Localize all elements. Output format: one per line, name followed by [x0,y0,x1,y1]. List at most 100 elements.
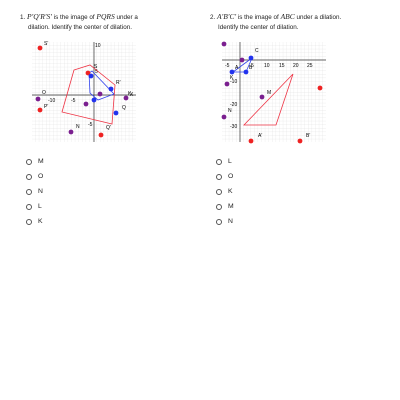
radio-button[interactable] [216,188,222,195]
choice-label: O [228,173,234,180]
preimage-polygon [88,70,115,101]
choice-option[interactable]: K [26,214,44,229]
point-p [91,97,97,103]
choice-option[interactable]: N [26,184,44,199]
question-1-graph: 10 5 -5 -10 -5 X S' R' S O P' K Q N Q' [32,41,136,142]
tick-label: -5 [225,63,230,69]
choice-option[interactable]: M [26,154,44,169]
point-label: A [235,65,239,71]
point [317,85,323,91]
radio-button[interactable] [216,158,222,165]
choice-option[interactable]: L [26,199,44,214]
choice-label: O [38,173,44,180]
point-label: C [255,48,259,54]
question-1-prompt: 1. P′Q′R′S′ is the image of PQRS under a… [20,12,205,33]
point-label: Q [122,105,126,111]
point-label: B' [306,133,310,139]
choice-label: M [38,158,44,165]
prompt-text: under a [116,14,138,21]
tick-label: 20 [293,63,299,69]
choice-option[interactable]: M [216,199,234,214]
point-c [248,55,254,61]
x-axis-label: X [130,92,134,98]
tick-label: -20 [230,102,237,108]
tick-label: 10 [264,63,270,69]
point-label: S [94,64,98,70]
radio-button[interactable] [216,203,222,210]
tick-label: 5 [251,63,254,69]
point-k [224,81,230,87]
choice-option[interactable]: O [216,169,234,184]
grid [222,42,326,142]
question-1-choices: M O N L K [26,154,44,229]
point-label: K [128,91,132,97]
point-label: B [249,65,253,71]
tick-label: -30 [230,124,237,130]
preimage-figure-name: ABC [280,12,295,21]
choice-label: K [228,188,233,195]
point-o [35,96,41,102]
point-r [108,86,114,92]
tick-label: -5 [71,98,76,104]
point-a-prime [248,138,254,144]
prompt-text: is the image of [237,14,279,21]
point-label: Q' [106,125,111,131]
tick-label: -5 [88,122,93,128]
radio-button[interactable] [26,188,32,195]
tick-label: -10 [48,98,55,104]
prompt-text-line2: dilation. Identify the center of dilatio… [28,24,132,31]
tick-label: 10 [95,43,101,49]
point-q-prime [98,132,104,138]
point-label: P' [44,104,48,110]
point-label: M [267,90,271,96]
choice-label: M [228,203,234,210]
point-label: O [42,90,46,96]
question-1: 1. P′Q′R′S′ is the image of PQRS under a… [20,12,205,33]
question-2-graph: -5 5 10 15 20 25 -10 -20 -30 C A B K M N… [221,41,326,144]
prompt-text: is the image of [53,14,95,21]
grid [32,42,136,142]
point-q [113,110,119,116]
point-p-prime [37,107,43,113]
point-label: N [76,124,80,130]
image-figure-name: A′B′C′ [217,12,237,21]
point-n [221,114,227,120]
radio-button[interactable] [26,218,32,225]
question-2-choices: L O K M N [216,154,234,229]
question-number: 1. [20,14,26,21]
tick-label: 5 [95,69,98,75]
choice-option[interactable]: O [26,169,44,184]
point-k [123,95,129,101]
point-n [68,129,74,135]
radio-button[interactable] [26,173,32,180]
choice-label: K [38,218,43,225]
tick-label: -10 [230,79,237,85]
choice-label: L [228,158,232,165]
point [239,57,245,63]
choice-label: N [38,188,43,195]
image-figure-name: P′Q′R′S′ [27,12,52,21]
radio-button[interactable] [216,218,222,225]
point [221,41,227,47]
point-label: S' [44,41,48,47]
point-label: R' [116,80,121,86]
image-polygon [243,73,294,126]
point-label: K [230,75,234,81]
choice-option[interactable]: K [216,184,234,199]
choice-option[interactable]: L [216,154,234,169]
point-b-prime [297,138,303,144]
point-s [88,73,94,79]
point-m [259,94,265,100]
question-2: 2. A′B′C′ is the image of ABC under a di… [210,12,395,33]
point [83,101,89,107]
choice-option[interactable]: N [216,214,234,229]
point [85,70,91,76]
choice-label: N [228,218,233,225]
point-label: A' [258,133,262,139]
point-label: N [228,108,232,114]
radio-button[interactable] [26,158,32,165]
radio-button[interactable] [26,203,32,210]
prompt-text: under a dilation. [296,14,342,21]
preimage-polygon [232,56,253,73]
radio-button[interactable] [216,173,222,180]
